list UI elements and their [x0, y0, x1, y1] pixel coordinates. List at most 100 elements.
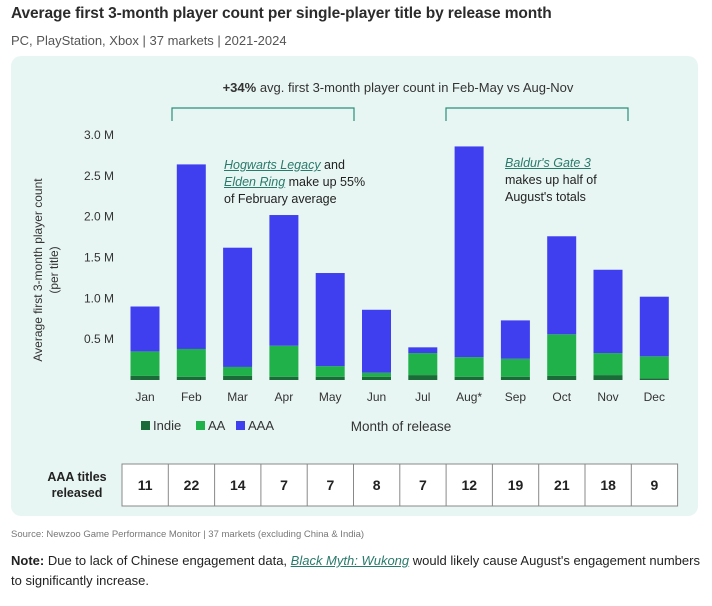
- bar-aa-may: [315, 366, 345, 377]
- bar-aaa-mar: [223, 247, 253, 367]
- bar-indie-jul: [408, 375, 438, 380]
- annotation-feb: Hogwarts Legacy and Elden Ring make up 5…: [224, 157, 424, 208]
- note-text1: Due to lack of Chinese engagement data,: [44, 553, 291, 568]
- x-tick-label: Feb: [181, 390, 202, 404]
- table-label-line1: AAA titles: [47, 470, 106, 484]
- table-cell: 21: [554, 477, 570, 493]
- y-tick-label: 3.0 M: [84, 128, 114, 142]
- table-cell: 19: [508, 477, 524, 493]
- bar-aa-feb: [176, 348, 206, 377]
- y-tick-label: 0.5 M: [84, 332, 114, 346]
- bar-indie-apr: [269, 376, 299, 380]
- bar-indie-mar: [223, 375, 253, 380]
- table-cell: 7: [280, 477, 288, 493]
- bar-aa-jul: [408, 353, 438, 376]
- table-label-line2: released: [52, 486, 103, 500]
- table-cell: 8: [373, 477, 381, 493]
- chart-panel: [11, 56, 698, 516]
- bar-aaa-dec: [639, 296, 669, 357]
- elden-ring-link[interactable]: Elden Ring: [224, 175, 286, 189]
- bar-indie-aug: [454, 376, 484, 380]
- callout-rest: avg. first 3-month player count in Feb-M…: [256, 80, 574, 95]
- bar-indie-sep: [500, 376, 530, 380]
- x-tick-label: Aug*: [456, 390, 482, 404]
- y-tick-label: 2.0 M: [84, 210, 114, 224]
- y-tick-label: 1.0 M: [84, 291, 114, 305]
- bar-aaa-apr: [269, 215, 299, 346]
- annotation-aug: Baldur's Gate 3 makes up half of August'…: [505, 155, 665, 206]
- x-tick-label: Jun: [367, 390, 386, 404]
- bar-aaa-sep: [500, 320, 530, 359]
- bar-aa-nov: [593, 353, 623, 376]
- bar-indie-nov: [593, 375, 623, 380]
- table-cell: 7: [419, 477, 427, 493]
- chart-subtitle: PC, PlayStation, Xbox | 37 markets | 202…: [11, 33, 287, 48]
- x-tick-label: Sep: [505, 390, 527, 404]
- black-myth-wukong-link[interactable]: Black Myth: Wukong: [290, 553, 410, 568]
- bar-indie-oct: [547, 375, 577, 380]
- bar-aa-jun: [362, 372, 391, 377]
- baldurs-gate-3-link[interactable]: Baldur's Gate 3: [505, 156, 591, 170]
- legend-label-aa: AA: [208, 418, 226, 433]
- bar-aa-mar: [223, 366, 253, 376]
- x-tick-label: Mar: [227, 390, 248, 404]
- source-note: Source: Newzoo Game Performance Monitor …: [11, 529, 365, 540]
- x-tick-label: Nov: [597, 390, 618, 404]
- bar-aaa-may: [315, 273, 345, 367]
- y-axis-label-line1: Average first 3-month player count: [31, 178, 45, 362]
- callout-bracket: [171, 107, 355, 121]
- bar-aaa-jul: [408, 347, 438, 354]
- callout-bold: +34%: [223, 80, 257, 95]
- bar-aaa-aug: [454, 146, 484, 358]
- bar-indie-feb: [176, 376, 206, 380]
- bar-aaa-oct: [547, 236, 577, 335]
- x-axis-label: Month of release: [351, 419, 452, 434]
- table-cell: 18: [600, 477, 616, 493]
- x-tick-label: Jan: [135, 390, 154, 404]
- bar-aa-sep: [500, 358, 530, 377]
- y-tick-label: 1.5 M: [84, 251, 114, 265]
- bar-aa-oct: [547, 334, 577, 376]
- y-axis-label: Average first 3-month player count (per t…: [31, 178, 61, 362]
- table-cell: 7: [326, 477, 334, 493]
- annotation-feb-rest1: make up 55%: [285, 175, 366, 189]
- table-cell: 12: [461, 477, 477, 493]
- bar-aa-jan: [130, 351, 160, 376]
- table-cell: 14: [230, 477, 246, 493]
- bar-aa-aug: [454, 357, 484, 377]
- legend-label-aaa: AAA: [248, 418, 274, 433]
- legend-label-indie: Indie: [153, 418, 181, 433]
- chart-title: Average first 3-month player count per s…: [11, 5, 552, 22]
- y-tick-label: 2.5 M: [84, 169, 114, 183]
- bar-aa-dec: [639, 356, 669, 379]
- table-cell: 22: [184, 477, 200, 493]
- table-cell: 11: [138, 477, 153, 493]
- table-cell: 9: [651, 477, 659, 493]
- annotation-aug-rest2: August's totals: [505, 190, 586, 204]
- x-tick-label: Apr: [275, 390, 294, 404]
- legend-swatch-aa: [196, 421, 205, 430]
- footnote: Note: Due to lack of Chinese engagement …: [11, 551, 701, 591]
- bar-indie-dec: [639, 378, 669, 380]
- bar-indie-may: [315, 376, 345, 380]
- bar-indie-jun: [362, 376, 391, 380]
- callout-bracket: [445, 107, 629, 121]
- annotation-feb-rest2: of February average: [224, 192, 337, 206]
- callout-text: +34% avg. first 3-month player count in …: [223, 80, 574, 95]
- bar-aaa-jun: [362, 309, 391, 373]
- y-axis-label-line2: (per title): [47, 246, 61, 293]
- annotation-aug-rest1: makes up half of: [505, 173, 597, 187]
- x-tick-label: Dec: [644, 390, 665, 404]
- legend-swatch-aaa: [236, 421, 245, 430]
- annotation-feb-and: and: [320, 158, 345, 172]
- x-tick-label: Oct: [552, 390, 571, 404]
- bar-aa-apr: [269, 345, 299, 377]
- bar-aaa-jan: [130, 306, 160, 352]
- bar-aaa-nov: [593, 269, 623, 354]
- note-label: Note:: [11, 553, 45, 568]
- hogwarts-legacy-link[interactable]: Hogwarts Legacy: [224, 158, 321, 172]
- note-text2: would likely cause August's engagement n…: [11, 553, 700, 588]
- x-tick-label: May: [319, 390, 342, 404]
- legend-swatch-indie: [141, 421, 150, 430]
